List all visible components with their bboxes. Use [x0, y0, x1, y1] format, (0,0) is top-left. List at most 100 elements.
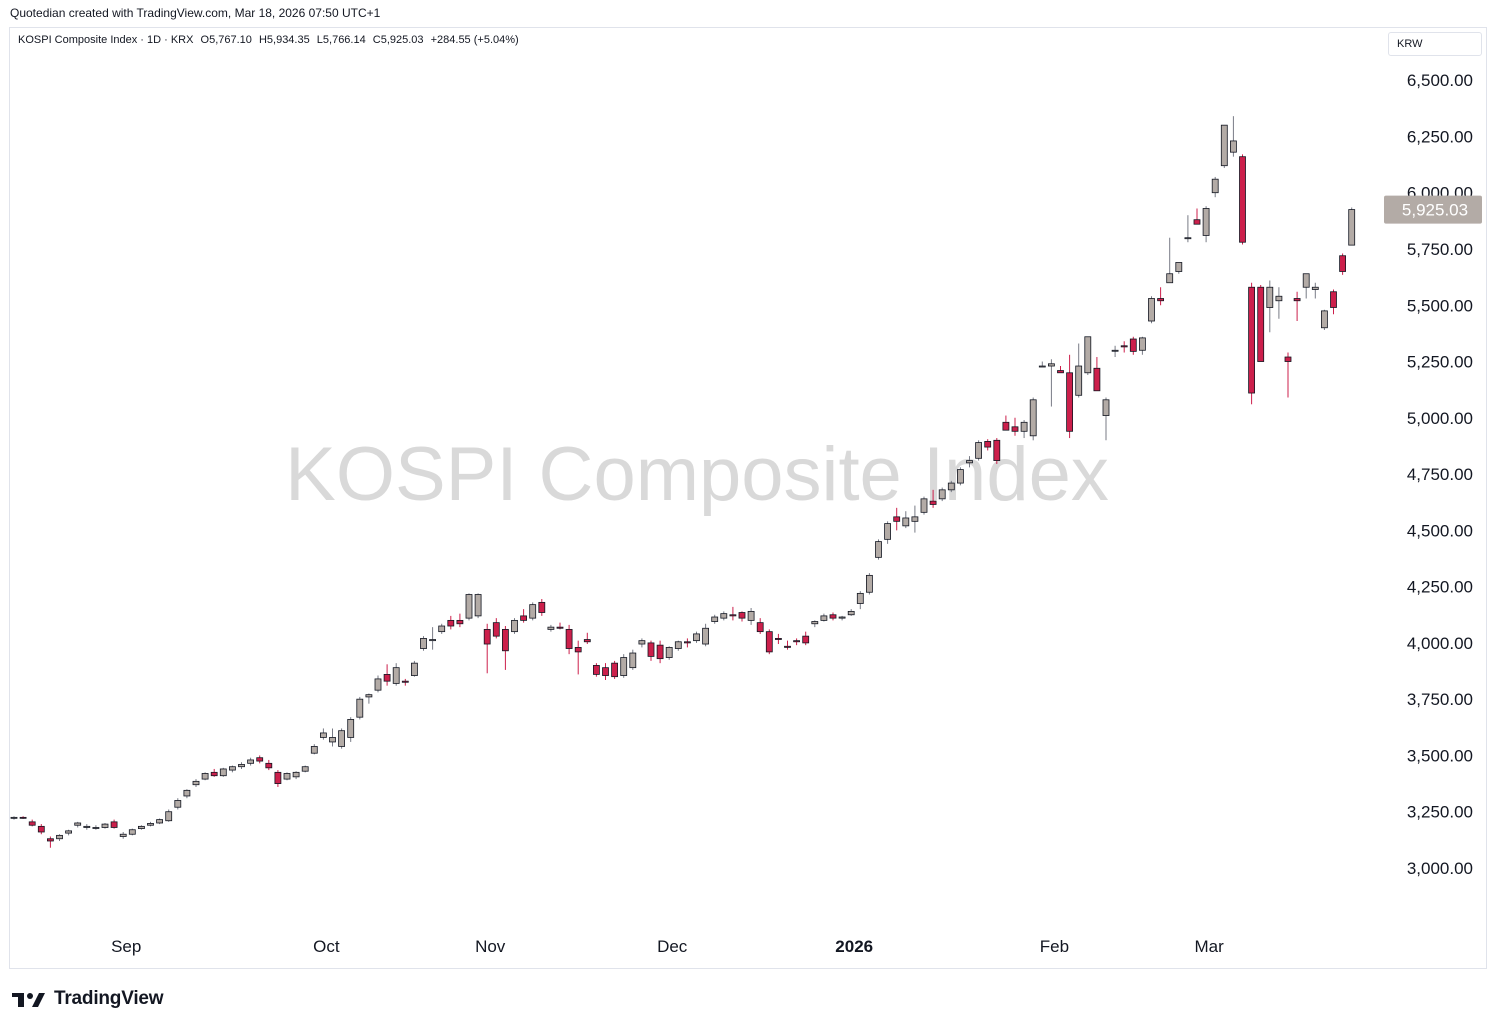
candle-body [838, 616, 846, 619]
candle [65, 829, 72, 836]
candle-body [638, 640, 646, 645]
candle [438, 623, 446, 634]
currency-button[interactable]: KRW [1388, 32, 1482, 56]
candle-body [856, 592, 864, 604]
candle-body [319, 732, 327, 738]
candle-body [137, 825, 145, 830]
candle-body [356, 698, 364, 718]
candle [165, 809, 173, 822]
candle [547, 624, 555, 632]
candle [201, 772, 209, 781]
candle-body [1157, 298, 1164, 302]
candle [875, 539, 882, 560]
candle [629, 649, 637, 670]
price-tick-label: 4,750.00 [1407, 465, 1473, 484]
candle-body [602, 667, 609, 676]
candle-body [811, 621, 819, 625]
candle [847, 609, 855, 616]
candle-body [1020, 421, 1028, 432]
candle [1139, 336, 1146, 355]
candle-body [1148, 298, 1155, 322]
candle [101, 822, 109, 829]
candle [1202, 206, 1210, 243]
candle [866, 573, 873, 595]
candle [1275, 287, 1283, 319]
candle [219, 767, 227, 777]
candle [638, 638, 646, 648]
candle-body [593, 665, 600, 675]
candle-body [656, 644, 664, 660]
time-axis[interactable]: Sep Oct Nov Dec 2026 Feb Mar [111, 937, 1224, 956]
candle [838, 615, 846, 621]
candle-body [1120, 345, 1128, 348]
candle [174, 798, 182, 810]
candle [1302, 273, 1310, 299]
candle-body [1048, 363, 1055, 367]
candle [884, 521, 891, 544]
candle [1084, 336, 1092, 376]
candle-body [483, 628, 491, 645]
candle [147, 821, 154, 827]
candle [729, 606, 737, 621]
candle-body [738, 612, 746, 619]
candle-body [56, 834, 63, 840]
candle-body [629, 652, 637, 669]
candle [1148, 296, 1155, 324]
candle [156, 818, 164, 825]
candle-body [1011, 426, 1019, 432]
candle-body [256, 757, 264, 762]
candle [583, 632, 591, 645]
candle [802, 631, 810, 646]
candle-body [265, 762, 273, 769]
candle [347, 717, 355, 742]
candle-body [301, 766, 309, 772]
candle-body [1166, 273, 1174, 284]
candle-body [274, 771, 282, 784]
candle [1284, 352, 1292, 398]
candle-body [866, 574, 873, 593]
candle [283, 772, 291, 781]
candle-body [1057, 370, 1064, 374]
candle [365, 693, 373, 704]
candle-body [1111, 349, 1119, 352]
candle-body [383, 674, 391, 682]
candle-body [611, 662, 618, 678]
candle [228, 765, 236, 773]
legend-symbol[interactable]: KOSPI Composite Index · 1D · KRX [18, 34, 194, 46]
candle-body [420, 637, 427, 649]
candle-body [775, 637, 782, 640]
candle [829, 612, 837, 621]
candle [338, 728, 346, 749]
candle-body [1339, 255, 1346, 272]
candle [10, 816, 18, 820]
candle-body [210, 771, 218, 777]
candle-body [1038, 365, 1046, 368]
candle-body [410, 662, 418, 676]
candle [401, 678, 409, 686]
tradingview-logo[interactable]: TradingView [12, 988, 164, 1010]
candle-body [1348, 209, 1356, 246]
candle [811, 620, 819, 628]
candle-body [1311, 286, 1319, 290]
candle-body [83, 825, 91, 828]
candle-body [966, 460, 973, 464]
candle [911, 505, 919, 533]
candle-body [456, 619, 464, 625]
candle-body [156, 819, 164, 824]
candle [1239, 154, 1246, 245]
price-axis[interactable]: 3,000.00 3,250.00 3,500.00 3,750.00 4,000.00… [1407, 71, 1473, 878]
candle-body [511, 619, 518, 633]
candle [602, 663, 609, 681]
candle-body [165, 811, 173, 822]
legend-open: O5,767.10 [200, 34, 252, 46]
candle-body [984, 441, 992, 448]
candle-body [392, 667, 400, 684]
candle-body [147, 823, 154, 826]
candle-body [929, 500, 937, 505]
candle-body [920, 498, 928, 513]
candle [1257, 284, 1265, 362]
candle [374, 675, 382, 693]
legend-high: H5,934.35 [258, 34, 310, 46]
last-price-box [1384, 195, 1482, 224]
